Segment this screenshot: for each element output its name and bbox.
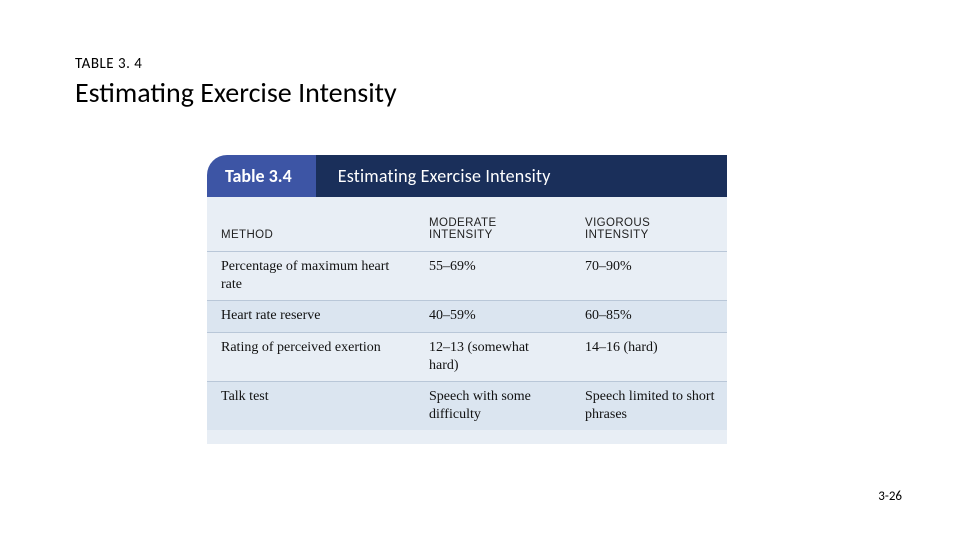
col-header-method: METHOD [207, 205, 415, 252]
table-figure: Table 3.4 Estimating Exercise Intensity … [207, 155, 727, 444]
figure-banner: Table 3.4 Estimating Exercise Intensity [207, 155, 727, 197]
page-number: 3-26 [878, 489, 902, 504]
col-header-moderate: MODERATE INTENSITY [415, 205, 571, 252]
col-header-vigorous: VIGOROUS INTENSITY [571, 205, 727, 252]
cell-moderate: Speech with some difficulty [415, 381, 571, 430]
cell-vigorous: 60–85% [571, 301, 727, 332]
figure-banner-title: Estimating Exercise Intensity [316, 155, 727, 197]
table-row: Percentage of maximum heart rate55–69%70… [207, 252, 727, 301]
table-header-row: METHOD MODERATE INTENSITY VIGOROUS INTEN… [207, 205, 727, 252]
figure-banner-label: Table 3.4 [207, 155, 316, 197]
table-row: Talk testSpeech with some difficultySpee… [207, 381, 727, 430]
cell-vigorous: 14–16 (hard) [571, 332, 727, 381]
cell-vigorous: Speech limited to short phrases [571, 381, 727, 430]
table-row: Rating of perceived exertion12–13 (somew… [207, 332, 727, 381]
cell-method: Talk test [207, 381, 415, 430]
table-label: TABLE 3. 4 [75, 55, 397, 73]
table-row: Heart rate reserve40–59%60–85% [207, 301, 727, 332]
cell-method: Percentage of maximum heart rate [207, 252, 415, 301]
table-body: METHOD MODERATE INTENSITY VIGOROUS INTEN… [207, 197, 727, 444]
cell-moderate: 40–59% [415, 301, 571, 332]
cell-vigorous: 70–90% [571, 252, 727, 301]
slide-header: TABLE 3. 4 Estimating Exercise Intensity [75, 55, 397, 110]
cell-moderate: 55–69% [415, 252, 571, 301]
slide-title: Estimating Exercise Intensity [75, 75, 397, 110]
intensity-table: METHOD MODERATE INTENSITY VIGOROUS INTEN… [207, 205, 727, 430]
cell-method: Rating of perceived exertion [207, 332, 415, 381]
cell-moderate: 12–13 (somewhat hard) [415, 332, 571, 381]
cell-method: Heart rate reserve [207, 301, 415, 332]
